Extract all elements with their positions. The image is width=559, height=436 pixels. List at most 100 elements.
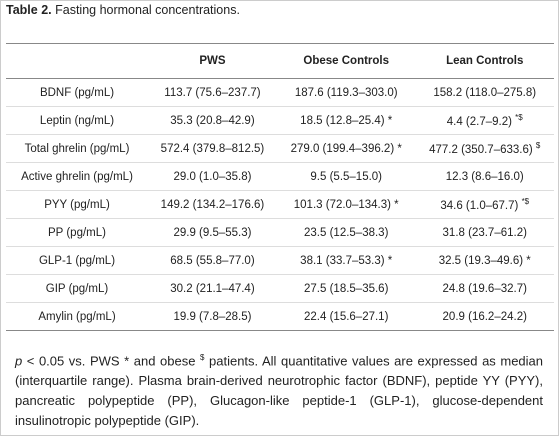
cell: 12.3 (8.6–16.0) bbox=[415, 162, 554, 191]
header-row: PWS Obese Controls Lean Controls bbox=[6, 43, 554, 79]
footnote-italic: p bbox=[15, 353, 23, 369]
table-row: GIP (pg/mL) 30.2 (21.1–47.4) 27.5 (18.5–35… bbox=[6, 274, 554, 303]
table-row: GLP-1 (pg/mL) 68.5 (55.8–77.0) 38.1 (33.7–… bbox=[6, 246, 554, 275]
header-cell: Lean Controls bbox=[415, 43, 554, 79]
cell: 279.0 (199.4–396.2) * bbox=[276, 134, 416, 163]
cell-text: 30.2 (21.1–47.4) bbox=[170, 282, 255, 295]
footnote: p < 0.05 vs. PWS * and obese $ patients.… bbox=[15, 348, 543, 431]
cell: 9.5 (5.5–15.0) bbox=[276, 162, 416, 191]
cell-text: BDNF (pg/mL) bbox=[39, 86, 115, 99]
cell: 20.9 (16.2–24.2) bbox=[415, 302, 554, 331]
row-label: BDNF (pg/mL) bbox=[6, 78, 148, 107]
cell-mark: * bbox=[397, 142, 402, 155]
cell-text: 29.0 (1.0–35.8) bbox=[173, 170, 252, 183]
cell: 68.5 (55.8–77.0) bbox=[148, 246, 277, 275]
cell-text: 23.5 (12.5–38.3) bbox=[304, 226, 389, 239]
cell-text: Total ghrelin (pg/mL) bbox=[24, 142, 130, 155]
row-label: Leptin (ng/mL) bbox=[6, 106, 148, 135]
cell-text: 35.3 (20.8–42.9) bbox=[170, 114, 255, 127]
row-label: Amylin (pg/mL) bbox=[6, 302, 148, 331]
header-cell: Obese Controls bbox=[276, 43, 416, 79]
cell-mark: * bbox=[394, 198, 399, 211]
table-row: Total ghrelin (pg/mL) 572.4 (379.8–812.5)… bbox=[6, 134, 554, 163]
cell-text: 34.6 (1.0–67.7) bbox=[440, 199, 519, 212]
cell-text: 18.5 (12.8–25.4) bbox=[300, 114, 385, 127]
cell-text: 27.5 (18.5–35.6) bbox=[304, 282, 389, 295]
row-label: PYY (pg/mL) bbox=[6, 190, 148, 219]
cell: 31.8 (23.7–61.2) bbox=[415, 218, 554, 247]
cell: 23.5 (12.5–38.3) bbox=[276, 218, 416, 247]
cell-text: 32.5 (19.3–49.6) bbox=[438, 254, 524, 267]
table-row: PYY (pg/mL) 149.2 (134.2–176.6) 101.3 (72.… bbox=[6, 190, 554, 219]
table-row: PP (pg/mL) 29.9 (9.5–55.3) 23.5 (12.5–38.3… bbox=[6, 218, 554, 247]
cell-text: PP (pg/mL) bbox=[48, 226, 106, 239]
table-row: Active ghrelin (pg/mL) 29.0 (1.0–35.8) 9.5… bbox=[6, 162, 554, 191]
cell-text: 149.2 (134.2–176.6) bbox=[160, 198, 265, 211]
cell-text: PYY (pg/mL) bbox=[44, 198, 110, 211]
row-label: GLP-1 (pg/mL) bbox=[6, 246, 148, 275]
table-row: BDNF (pg/mL) 113.7 (75.6–237.7) 187.6 (119… bbox=[6, 78, 554, 107]
cell: 24.8 (19.6–32.7) bbox=[415, 274, 554, 303]
row-label: GIP (pg/mL) bbox=[6, 274, 148, 303]
cell-sup: *$ bbox=[521, 197, 530, 207]
cell-mark: * bbox=[387, 114, 393, 127]
table: PWS Obese Controls Lean Controls BDNF (pg/… bbox=[6, 43, 554, 331]
cell-text: 38.1 (33.7–53.3) bbox=[300, 254, 385, 267]
cell-text: 4.4 (2.7–9.2) bbox=[446, 115, 512, 128]
cell-text: 279.0 (199.4–396.2) bbox=[290, 142, 395, 155]
cell-text: Amylin (pg/mL) bbox=[38, 310, 116, 323]
cell-text: 19.9 (7.8–28.5) bbox=[173, 310, 252, 323]
cell: 34.6 (1.0–67.7) *$ bbox=[415, 190, 554, 219]
cell-text: 187.6 (119.3–303.0) bbox=[294, 86, 398, 99]
footnote-sup: $ bbox=[200, 353, 205, 362]
row-label: Active ghrelin (pg/mL) bbox=[6, 162, 148, 191]
table-row: Leptin (ng/mL) 35.3 (20.8–42.9) 18.5 (12.8… bbox=[6, 106, 554, 135]
cell-mark: * bbox=[526, 254, 531, 267]
cell: 27.5 (18.5–35.6) bbox=[276, 274, 416, 303]
footnote-text: patients. All quantitative values are ex… bbox=[15, 353, 543, 429]
header-cell: PWS bbox=[148, 43, 277, 79]
cell: 101.3 (72.0–134.3) * bbox=[276, 190, 416, 219]
cell: 477.2 (350.7–633.6) $ bbox=[415, 134, 554, 163]
cell-text: 68.5 (55.8–77.0) bbox=[170, 254, 255, 267]
caption: Table 2. Fasting hormonal concentrations… bbox=[6, 3, 240, 17]
cell-sup: *$ bbox=[515, 113, 523, 123]
cell: 30.2 (21.1–47.4) bbox=[148, 274, 277, 303]
cell: 22.4 (15.6–27.1) bbox=[276, 302, 416, 331]
cell-text: 31.8 (23.7–61.2) bbox=[442, 226, 527, 239]
footnote-text: < 0.05 vs. PWS * and obese bbox=[22, 353, 200, 369]
cell-text: 12.3 (8.6–16.0) bbox=[445, 170, 524, 183]
header-cell bbox=[6, 43, 148, 79]
cell: 18.5 (12.8–25.4) * bbox=[276, 106, 416, 135]
cell: 19.9 (7.8–28.5) bbox=[148, 302, 277, 331]
cell-text: GLP-1 (pg/mL) bbox=[38, 254, 116, 267]
caption-label: Table 2. bbox=[6, 3, 52, 17]
cell: 572.4 (379.8–812.5) bbox=[148, 134, 277, 163]
cell-text: 101.3 (72.0–134.3) bbox=[293, 198, 391, 211]
table-row: Amylin (pg/mL) 19.9 (7.8–28.5) 22.4 (15.6–… bbox=[6, 302, 554, 331]
row-label: Total ghrelin (pg/mL) bbox=[6, 134, 148, 163]
cell-text: Active ghrelin (pg/mL) bbox=[21, 170, 133, 183]
cell-text: 113.7 (75.6–237.7) bbox=[164, 86, 261, 99]
cell-text: 29.9 (9.5–55.3) bbox=[173, 226, 252, 239]
cell: 29.0 (1.0–35.8) bbox=[148, 162, 277, 191]
cell: 113.7 (75.6–237.7) bbox=[148, 78, 277, 107]
cell: 187.6 (119.3–303.0) bbox=[276, 78, 416, 107]
caption-text: Fasting hormonal concentrations. bbox=[55, 3, 240, 17]
cell: 35.3 (20.8–42.9) bbox=[148, 106, 277, 135]
cell: 32.5 (19.3–49.6) * bbox=[415, 246, 554, 275]
cell-text: 572.4 (379.8–812.5) bbox=[160, 142, 265, 155]
table-body: BDNF (pg/mL) 113.7 (75.6–237.7) 187.6 (119… bbox=[6, 78, 554, 331]
cell-text: 20.9 (16.2–24.2) bbox=[442, 310, 527, 323]
cell-sup: $ bbox=[535, 141, 541, 151]
cell-text: 22.4 (15.6–27.1) bbox=[304, 310, 389, 323]
cell: 149.2 (134.2–176.6) bbox=[148, 190, 277, 219]
cell-text: 24.8 (19.6–32.7) bbox=[442, 282, 527, 295]
cell-text: 477.2 (350.7–633.6) bbox=[429, 143, 533, 156]
cell: 29.9 (9.5–55.3) bbox=[148, 218, 277, 247]
cell: 4.4 (2.7–9.2) *$ bbox=[415, 106, 554, 135]
cell-text: 9.5 (5.5–15.0) bbox=[310, 170, 383, 183]
cell: 158.2 (118.0–275.8) bbox=[415, 78, 554, 107]
row-label: PP (pg/mL) bbox=[6, 218, 148, 247]
